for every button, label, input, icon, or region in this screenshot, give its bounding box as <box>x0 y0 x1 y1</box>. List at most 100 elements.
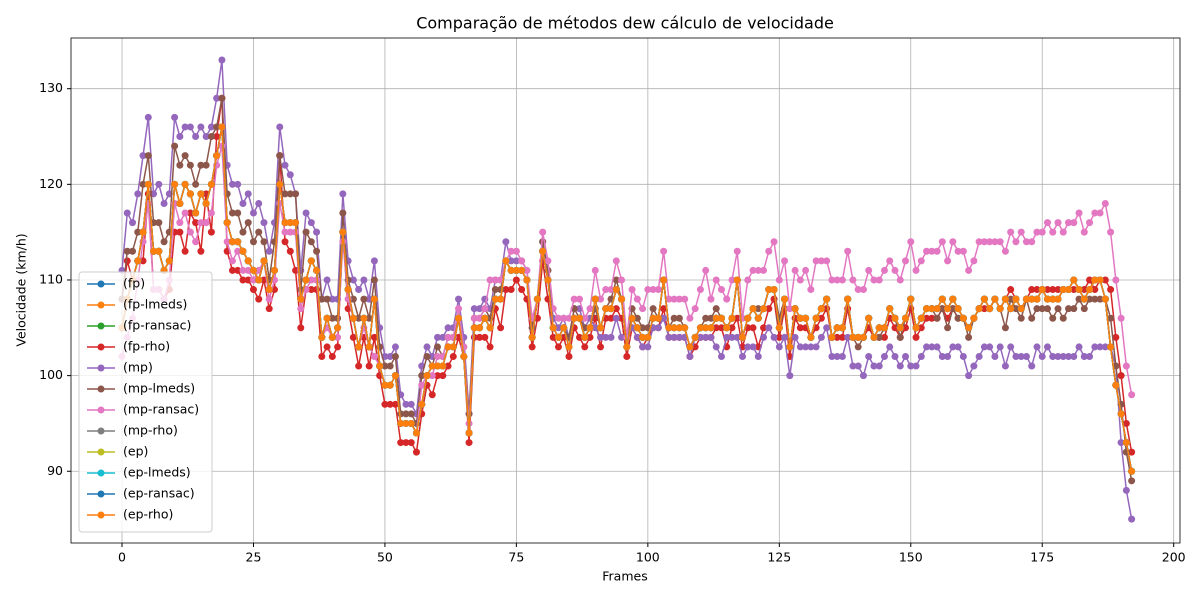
point <box>423 352 431 360</box>
point <box>639 333 647 341</box>
point <box>244 190 252 198</box>
point <box>696 333 704 341</box>
legend-label: (fp-rho) <box>123 339 170 354</box>
point <box>502 257 510 265</box>
x-tick-label: 175 <box>1030 550 1054 565</box>
point <box>1012 238 1020 246</box>
point <box>807 343 815 351</box>
point <box>502 238 510 246</box>
point <box>1059 286 1067 294</box>
point <box>728 276 736 284</box>
point <box>875 362 883 370</box>
point <box>481 333 489 341</box>
point <box>728 314 736 322</box>
point <box>838 352 846 360</box>
point <box>260 257 268 265</box>
point <box>407 419 415 427</box>
point <box>791 333 799 341</box>
point <box>412 429 420 437</box>
point <box>528 333 536 341</box>
point <box>775 324 783 332</box>
point <box>418 381 426 389</box>
point <box>965 372 973 380</box>
point <box>712 324 720 332</box>
point <box>970 314 978 322</box>
point <box>355 343 363 351</box>
point <box>1059 352 1067 360</box>
point <box>1001 295 1009 303</box>
point <box>234 247 242 255</box>
point <box>633 333 641 341</box>
point <box>397 419 405 427</box>
point <box>386 362 394 370</box>
legend-label: (mp-rho) <box>123 423 178 438</box>
point <box>197 247 205 255</box>
point <box>1096 295 1104 303</box>
point <box>228 266 236 274</box>
point <box>176 161 184 169</box>
point <box>1038 286 1046 294</box>
point <box>907 362 915 370</box>
point <box>1028 314 1036 322</box>
point <box>213 123 221 131</box>
point <box>1033 228 1041 236</box>
point <box>1096 276 1104 284</box>
point <box>444 333 452 341</box>
point <box>754 305 762 313</box>
point <box>728 333 736 341</box>
point <box>1101 295 1109 303</box>
point <box>896 324 904 332</box>
point <box>1080 352 1088 360</box>
point <box>959 352 967 360</box>
legend-marker <box>97 448 105 456</box>
point <box>186 190 194 198</box>
point <box>1049 352 1057 360</box>
x-tick-label: 100 <box>636 550 660 565</box>
point <box>129 219 137 227</box>
point <box>1128 515 1136 523</box>
point <box>639 324 647 332</box>
point <box>123 247 131 255</box>
point <box>1007 305 1015 313</box>
point <box>465 429 473 437</box>
point <box>507 257 515 265</box>
point <box>244 266 252 274</box>
point <box>1086 295 1094 303</box>
point <box>244 219 252 227</box>
point <box>817 333 825 341</box>
point <box>255 295 263 303</box>
point <box>791 305 799 313</box>
point <box>213 133 221 141</box>
legend-label: (fp-lmeds) <box>123 297 187 312</box>
point <box>1017 314 1025 322</box>
point <box>223 238 231 246</box>
point <box>554 314 562 322</box>
point <box>681 295 689 303</box>
point <box>286 190 294 198</box>
point <box>586 333 594 341</box>
point <box>639 343 647 351</box>
point <box>944 352 952 360</box>
point <box>207 228 215 236</box>
point <box>623 352 631 360</box>
point <box>781 257 789 265</box>
point <box>875 333 883 341</box>
point <box>1054 352 1062 360</box>
point <box>823 257 831 265</box>
point <box>281 190 289 198</box>
y-tick-label: 100 <box>39 367 63 382</box>
point <box>944 305 952 313</box>
point <box>249 266 257 274</box>
point <box>828 333 836 341</box>
point <box>1012 295 1020 303</box>
point <box>344 286 352 294</box>
point <box>702 314 710 322</box>
point <box>754 266 762 274</box>
point <box>823 295 831 303</box>
point <box>434 362 442 370</box>
point <box>686 314 694 322</box>
point <box>276 180 284 188</box>
point <box>980 343 988 351</box>
point <box>186 209 194 217</box>
point <box>123 257 131 265</box>
